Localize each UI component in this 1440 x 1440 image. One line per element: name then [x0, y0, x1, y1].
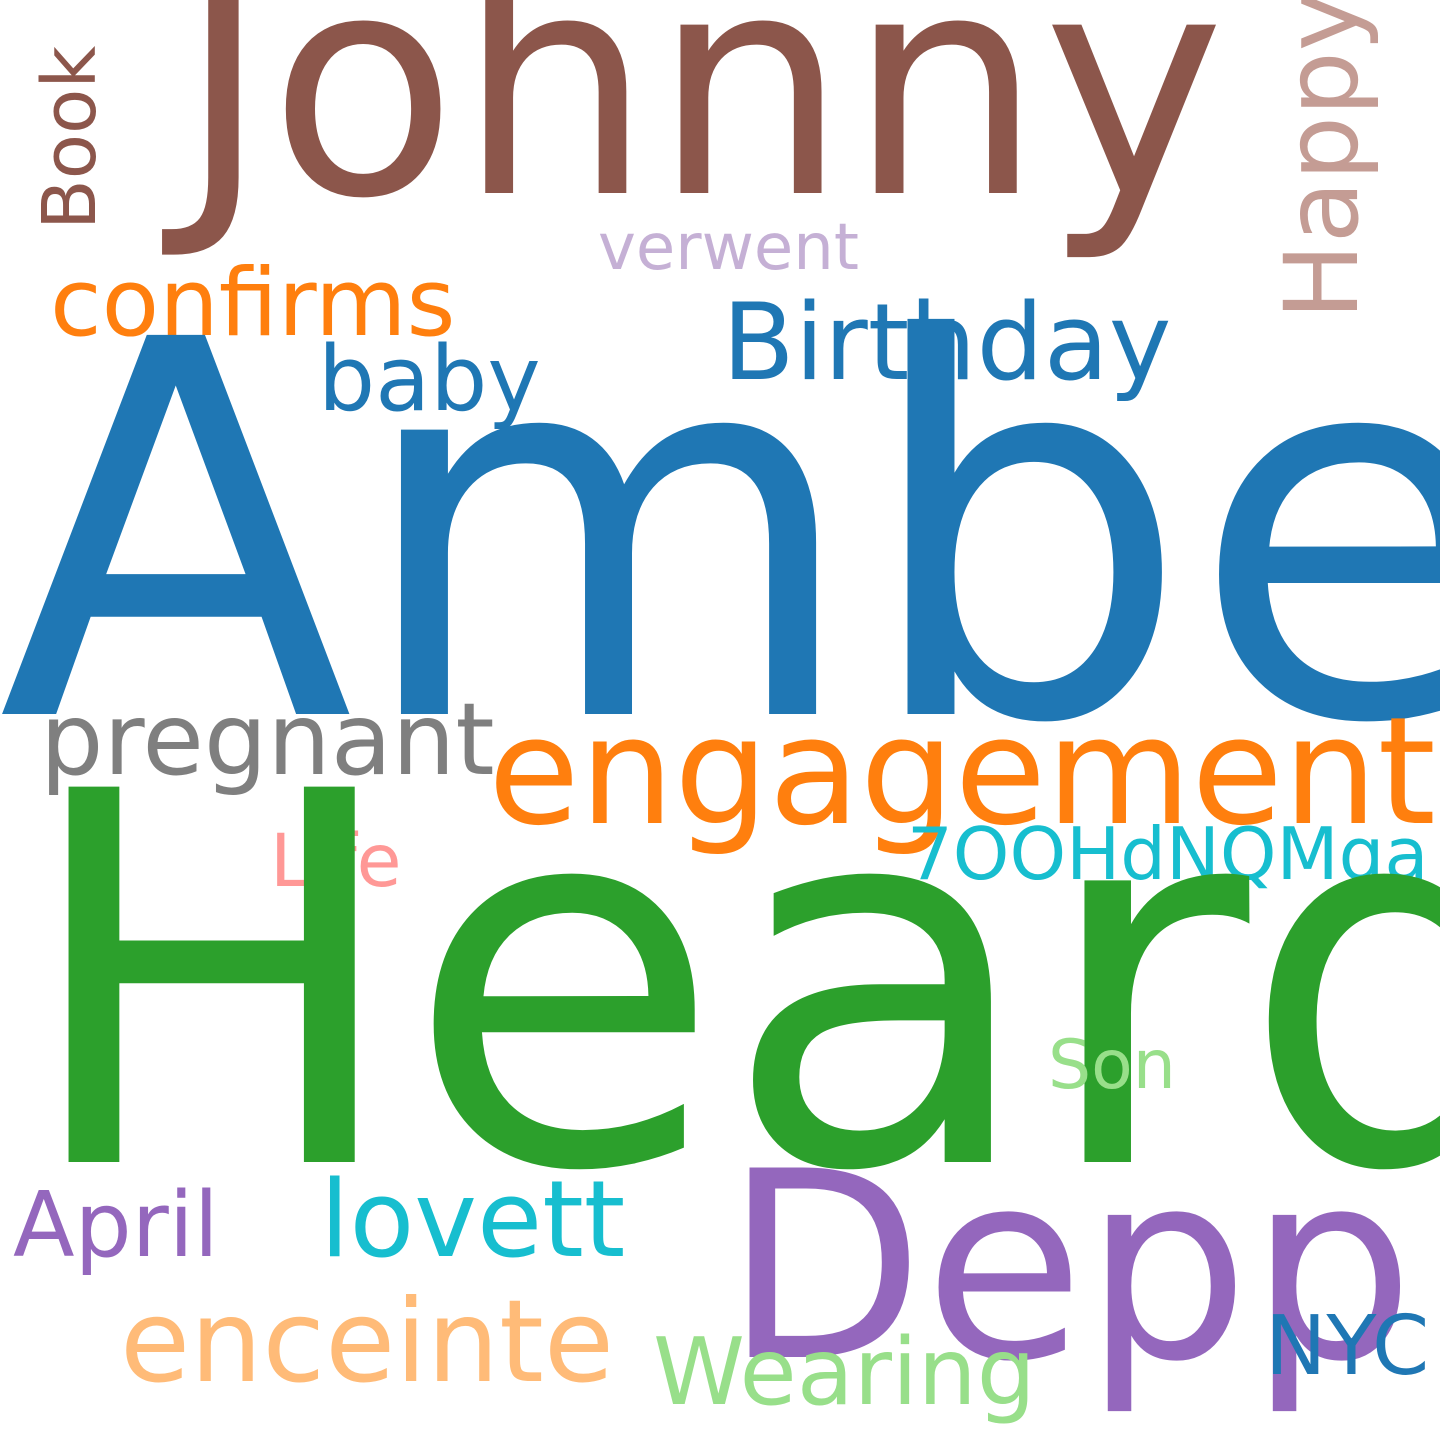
word-baby: baby — [318, 327, 541, 432]
word-code: 7OOHdNQMqa — [907, 812, 1429, 896]
word-book: Book — [27, 45, 113, 230]
word-heard: Heard — [18, 685, 1440, 1284]
word-enceinte: enceinte — [120, 1275, 614, 1408]
word-johnny: Johnny — [178, 0, 1226, 266]
word-amber: Amber — [0, 231, 1440, 837]
word-depp: Depp — [724, 1117, 1415, 1419]
word-engagement: engagement — [488, 686, 1436, 859]
word-lovett: lovett — [320, 1158, 626, 1281]
word-wearing: Wearing — [653, 1318, 1036, 1426]
word-verwent: verwent — [598, 211, 859, 285]
word-birthday: Birthday — [722, 281, 1172, 404]
word-pregnant: pregnant — [40, 681, 495, 798]
word-life: Life — [270, 819, 402, 904]
word-april: April — [13, 1173, 219, 1278]
word-son: Son — [1048, 1026, 1176, 1105]
word-confirms: confirms — [50, 249, 456, 358]
word-nyc: NYC — [1265, 1299, 1430, 1394]
